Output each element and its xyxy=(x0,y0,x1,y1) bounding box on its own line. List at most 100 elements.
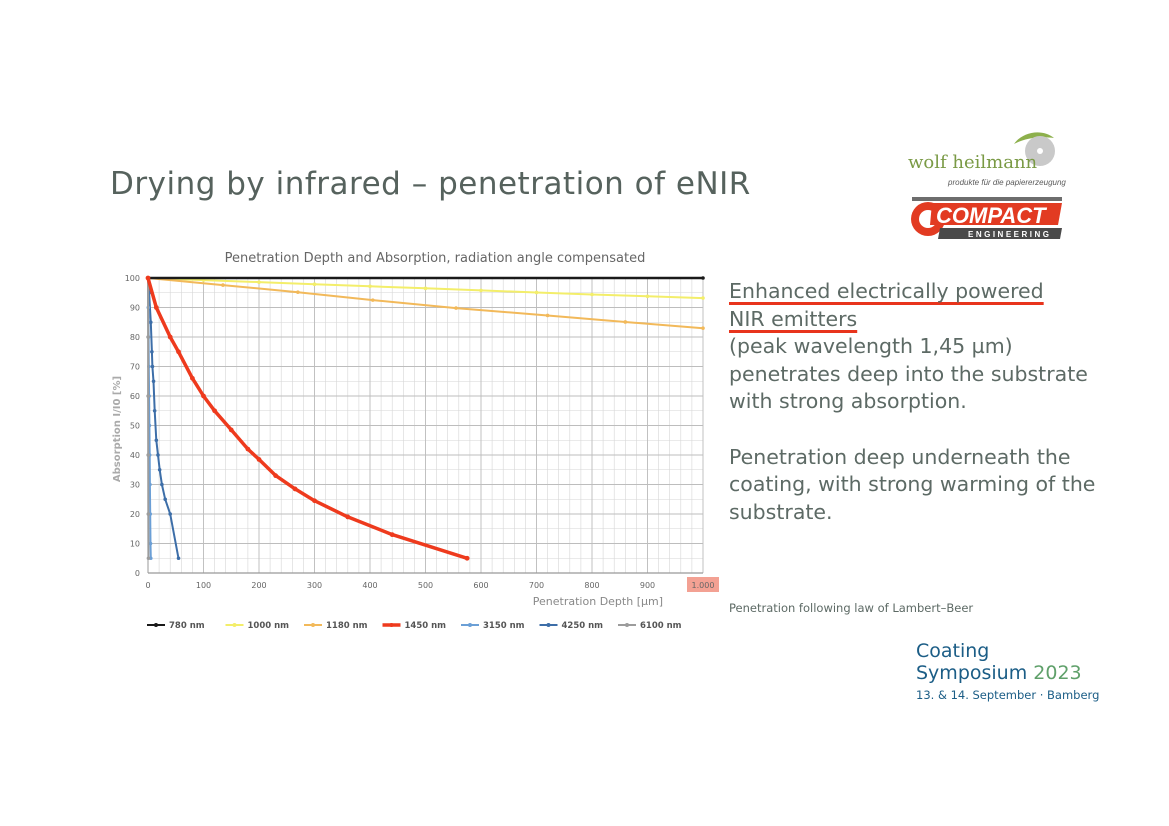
legend-label: 1000 nm xyxy=(248,621,290,631)
y-tick-label: 20 xyxy=(130,510,140,519)
data-point xyxy=(389,532,395,538)
y-axis-label: Absorption I/I0 [%] xyxy=(112,376,123,482)
data-point xyxy=(163,497,168,502)
y-tick-label: 80 xyxy=(130,333,140,342)
x-tick-label: 400 xyxy=(362,581,377,590)
legend-label: 1450 nm xyxy=(405,621,447,631)
series-line xyxy=(147,277,180,559)
legend-marker xyxy=(625,623,629,627)
data-point xyxy=(146,556,151,561)
footnote: Penetration following law of Lambert–Bee… xyxy=(729,601,974,615)
data-point xyxy=(534,290,539,295)
legend-label: 1180 nm xyxy=(326,621,368,631)
x-tick-label: 200 xyxy=(251,581,266,590)
data-point xyxy=(160,482,164,487)
x-tick-label: 900 xyxy=(640,581,655,590)
symposium-year: 2023 xyxy=(1033,662,1082,684)
data-point xyxy=(245,446,251,452)
data-point xyxy=(148,541,153,546)
data-point xyxy=(701,276,705,280)
data-point xyxy=(148,320,153,325)
data-point xyxy=(221,283,225,287)
data-point xyxy=(167,334,173,340)
data-point xyxy=(423,286,428,291)
data-point xyxy=(154,438,159,443)
data-point xyxy=(145,275,151,281)
symposium-line-2: Symposium 2023 xyxy=(916,662,1099,684)
data-point xyxy=(190,375,195,381)
y-tick-label: 60 xyxy=(130,392,140,401)
data-point xyxy=(257,280,261,284)
legend-marker xyxy=(154,623,158,627)
compact-sub: ENGINEERING xyxy=(968,230,1052,239)
data-point xyxy=(228,427,234,433)
description-text: Enhanced electrically powered NIR emitte… xyxy=(729,278,1149,526)
data-point xyxy=(212,408,217,414)
data-point xyxy=(157,467,162,472)
data-point xyxy=(645,294,650,299)
chart-title: Penetration Depth and Absorption, radiat… xyxy=(225,251,646,266)
compact-name: COMPACT xyxy=(936,203,1047,228)
text-line-5: with strong absorption. xyxy=(729,389,967,413)
symposium-line-1: Coating xyxy=(916,640,990,662)
symposium-logo: Coating Symposium 2023 13. & 14. Septemb… xyxy=(916,640,1099,702)
data-point xyxy=(156,453,160,457)
text-line-6: Penetration deep underneath the xyxy=(729,444,1071,469)
data-point xyxy=(150,364,155,369)
data-point xyxy=(545,313,550,318)
data-point xyxy=(345,514,351,520)
chart-svg: Penetration Depth and Absorption, radiat… xyxy=(112,251,719,631)
wolfheilmann-tagline: produkte für die papiererzeugung xyxy=(948,178,1066,187)
data-point xyxy=(312,498,317,504)
data-point xyxy=(623,320,628,324)
x-tick-label: 500 xyxy=(418,581,433,590)
data-point xyxy=(151,379,156,384)
data-point xyxy=(464,555,470,561)
wolfheilmann-name: wolf heilmann xyxy=(908,152,1038,173)
y-tick-label: 40 xyxy=(130,451,140,460)
y-tick-label: 30 xyxy=(130,481,140,490)
data-point xyxy=(150,349,154,354)
wolfheilmann-leaf-icon xyxy=(1014,132,1055,166)
legend-marker xyxy=(232,623,237,627)
legend-label: 780 nm xyxy=(169,621,205,631)
y-tick-label: 0 xyxy=(135,569,140,578)
legend-marker xyxy=(546,623,551,627)
penetration-chart: Penetration Depth and Absorption, radiat… xyxy=(100,243,730,643)
symposium-name: Symposium xyxy=(916,662,1028,684)
data-point xyxy=(701,326,705,330)
data-point xyxy=(368,284,372,289)
text-line-3: (peak wavelength 1,45 µm) xyxy=(729,334,1013,358)
data-point xyxy=(146,394,150,398)
data-point xyxy=(146,453,150,457)
x-tick-label: 300 xyxy=(307,581,322,590)
y-tick-label: 100 xyxy=(125,274,140,283)
x-tick-label: 0 xyxy=(145,581,150,590)
series-line xyxy=(146,277,468,560)
compact-engineering-logo: COMPACT ENGINEERING xyxy=(906,195,1066,245)
legend-label: 4250 nm xyxy=(562,621,604,631)
wolfheilmann-logo: wolf heilmann produkte für die papiererz… xyxy=(908,128,1078,190)
x-tick-highlight xyxy=(687,577,719,592)
text-line-1: Enhanced electrically powered xyxy=(729,279,1044,303)
data-point xyxy=(201,393,206,399)
legend-label: 6100 nm xyxy=(640,621,682,631)
data-point xyxy=(292,486,298,492)
data-point xyxy=(176,349,181,355)
y-tick-label: 10 xyxy=(130,540,140,549)
data-point xyxy=(146,512,151,516)
legend-marker xyxy=(468,623,472,627)
data-point xyxy=(479,288,483,293)
text-line-8: substrate. xyxy=(729,499,833,524)
data-point xyxy=(146,335,150,339)
data-point xyxy=(296,290,300,294)
y-tick-label: 70 xyxy=(130,363,140,372)
x-tick-label: 700 xyxy=(529,581,544,590)
data-point xyxy=(590,292,594,297)
x-tick-label: 600 xyxy=(473,581,488,590)
text-line-4: penetrates deep into the substrate xyxy=(729,361,1088,386)
x-tick-label: 800 xyxy=(584,581,599,590)
data-point xyxy=(454,306,458,310)
y-tick-label: 90 xyxy=(130,304,140,313)
data-point xyxy=(168,512,172,516)
